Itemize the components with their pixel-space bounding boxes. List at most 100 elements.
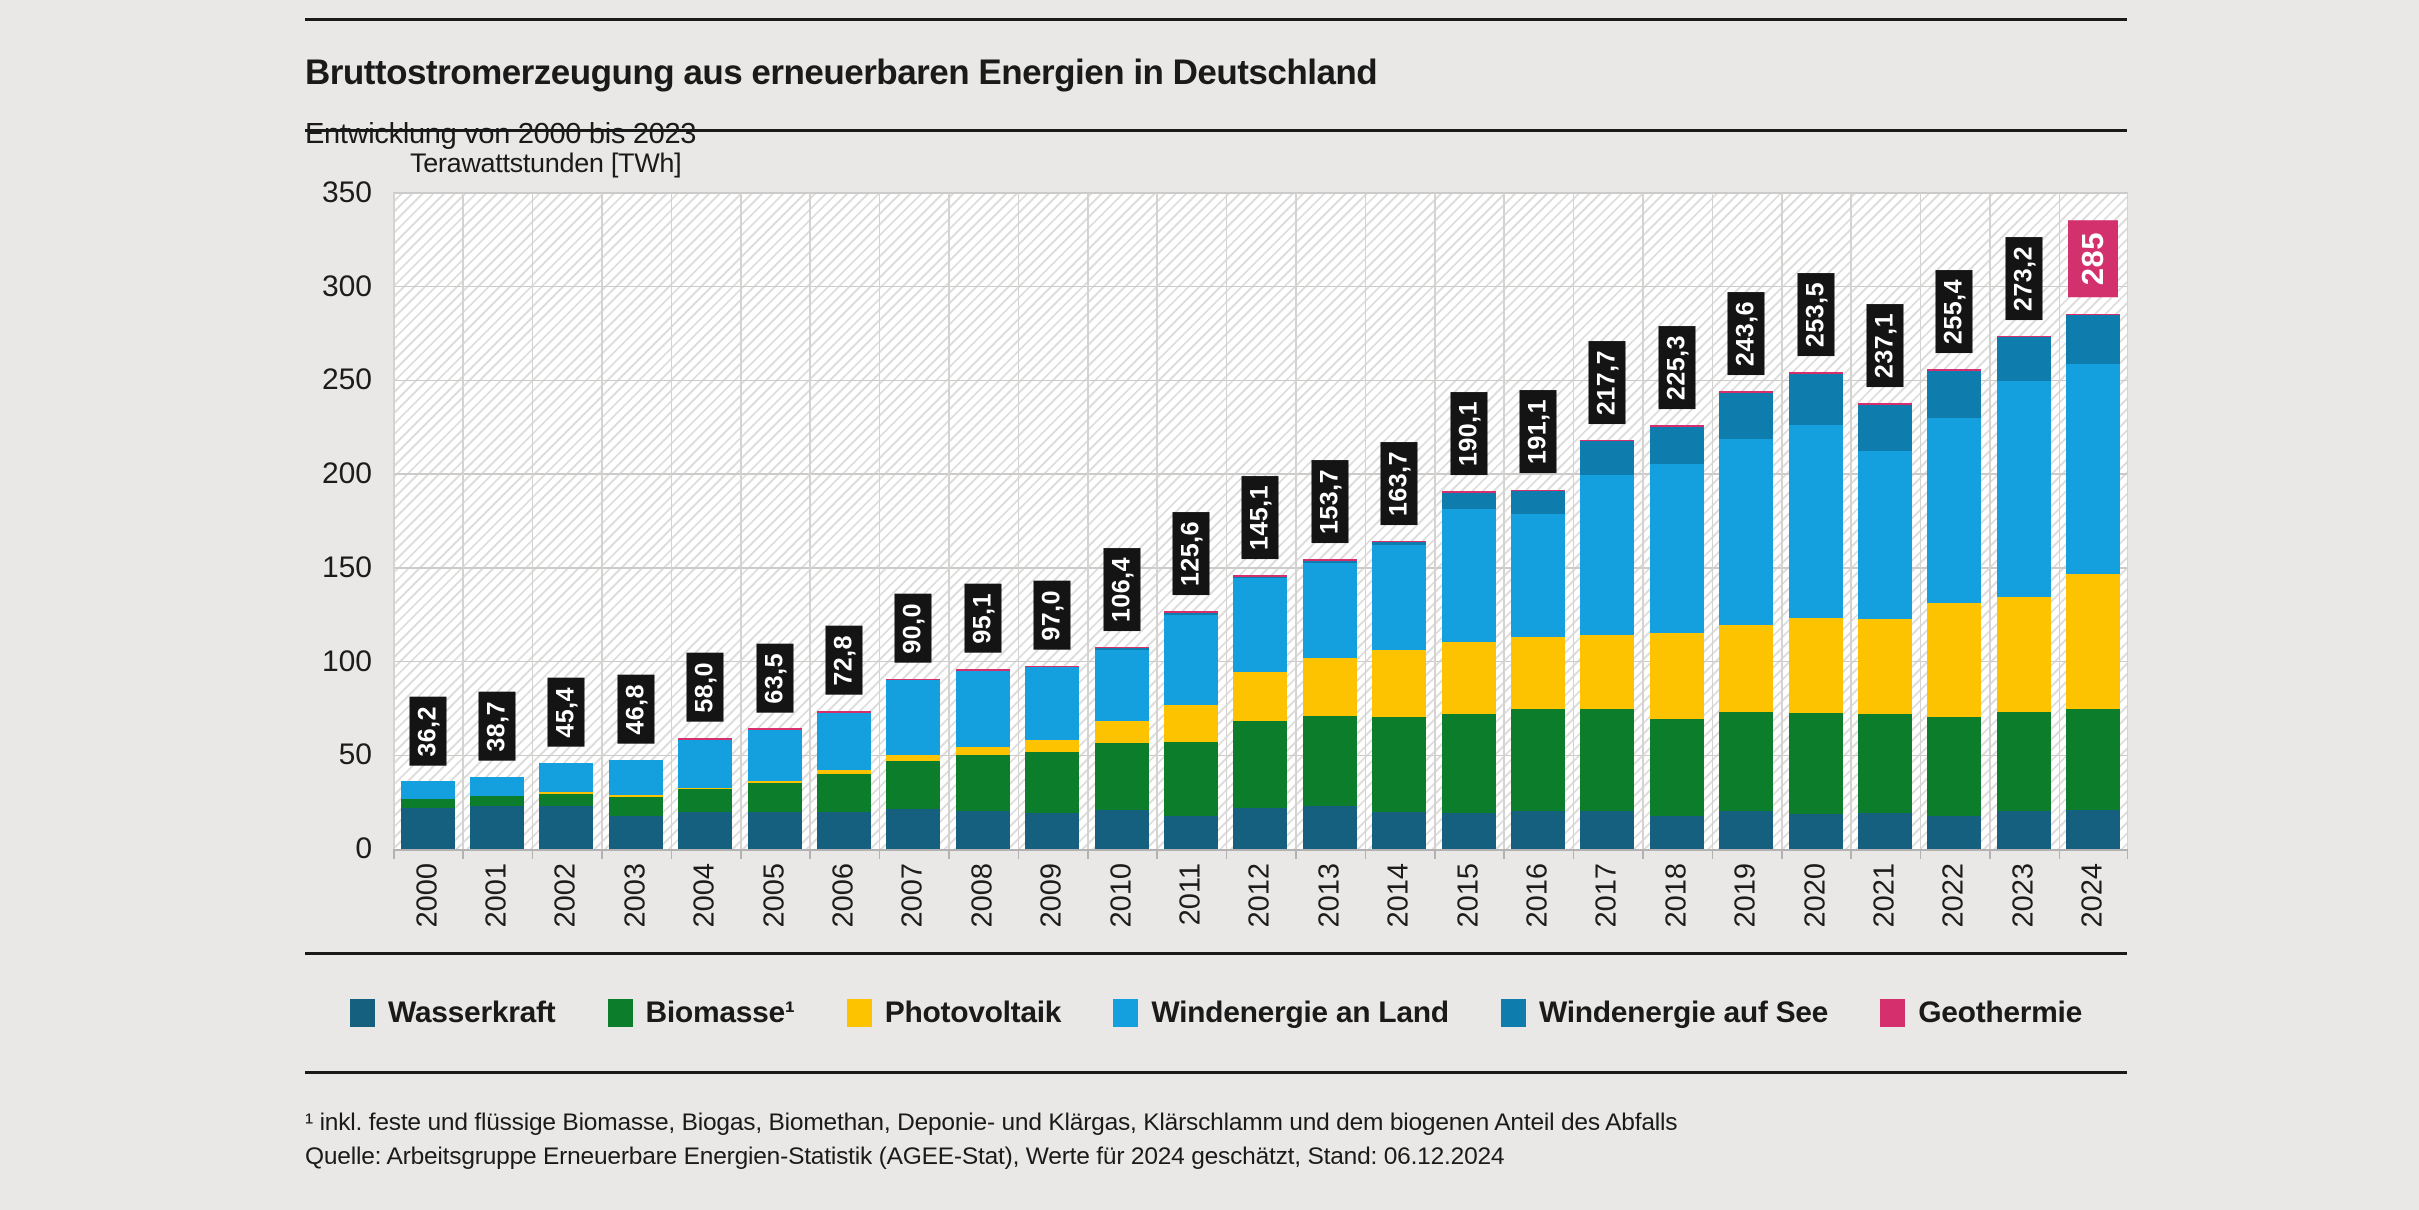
legend-item-label: Wasserkraft xyxy=(388,996,556,1029)
bar-segment-windenergieanland xyxy=(1788,425,1843,619)
y-tick-label: 50 xyxy=(338,738,372,772)
bar-column-2018: 225,3 xyxy=(1642,193,1711,849)
bar-segment-biomasse xyxy=(817,774,872,812)
bar-segment-wasserkraft xyxy=(1858,812,1913,849)
x-year-label: 2013 xyxy=(1313,863,1346,928)
x-year-label: 2009 xyxy=(1035,863,1068,928)
bar-segment-windenergieanland xyxy=(2066,363,2121,574)
bar-segment-windenergieaufsee xyxy=(1996,337,2051,382)
x-axis: 2000 2001 2002 2003 2004 2005 2006 2007 2008 2009… xyxy=(393,849,2128,949)
bar-segment-windenergieanland xyxy=(1302,562,1357,659)
x-year-label: 2010 xyxy=(1105,863,1138,928)
bar-2021 xyxy=(1858,403,1913,849)
bar-segment-windenergieaufsee xyxy=(1164,613,1219,615)
bar-segment-photovoltaik xyxy=(817,770,872,775)
bar-segment-biomasse xyxy=(1511,708,1566,811)
bar-segment-geothermie xyxy=(817,710,872,713)
x-axis-tick xyxy=(601,851,603,859)
bar-column-2001: 38,7 xyxy=(462,193,531,849)
bar-segment-biomasse xyxy=(1719,711,1774,812)
x-year-label: 2008 xyxy=(966,863,999,928)
legend: Wasserkraft Biomasse¹ Photovoltaik Windener… xyxy=(305,978,2127,1048)
bar-value-label: 38,7 xyxy=(478,691,516,761)
x-axis-tick xyxy=(1364,851,1367,859)
bar-segment-windenergieanland xyxy=(608,760,663,796)
x-axis-tick xyxy=(2058,851,2061,859)
bar-2005 xyxy=(747,728,802,849)
bar-2002 xyxy=(539,762,594,849)
bar-segment-photovoltaik xyxy=(1372,649,1427,718)
bar-segment-geothermie xyxy=(1858,403,1913,406)
x-year-label: 2001 xyxy=(480,863,513,928)
bar-segment-windenergieanland xyxy=(886,680,941,755)
bar-segment-biomasse xyxy=(886,760,941,810)
x-label-slot: 2009 xyxy=(1018,849,1087,949)
bar-segment-wasserkraft xyxy=(1788,813,1843,849)
x-label-slot: 2014 xyxy=(1365,849,1434,949)
x-year-label: 2015 xyxy=(1452,863,1485,928)
gridline-vertical xyxy=(1156,193,1158,849)
bar-column-2002: 45,4 xyxy=(532,193,601,849)
x-year-label: 2022 xyxy=(1937,863,1970,928)
bar-segment-photovoltaik xyxy=(1788,618,1843,714)
x-label-slot: 2010 xyxy=(1087,849,1156,949)
bar-segment-windenergieanland xyxy=(678,739,733,788)
x-label-slot: 2005 xyxy=(740,849,809,949)
bar-segment-photovoltaik xyxy=(1441,641,1496,715)
bar-segment-photovoltaik xyxy=(1580,635,1635,709)
bar-segment-windenergieanland xyxy=(1719,439,1774,625)
legend-item-label: Windenergie auf See xyxy=(1538,996,1829,1029)
bar-2007 xyxy=(886,678,941,849)
bar-column-2019: 243,6 xyxy=(1712,193,1781,849)
x-axis-tick xyxy=(1295,851,1297,859)
legend-item-wasserkraft: Wasserkraft xyxy=(350,996,556,1030)
gridline-vertical xyxy=(1572,193,1575,849)
bar-segment-geothermie xyxy=(1649,425,1704,428)
bar-segment-windenergieaufsee xyxy=(1649,427,1704,464)
bar-segment-biomasse xyxy=(1858,714,1913,813)
bar-segment-windenergieaufsee xyxy=(1094,648,1149,650)
bar-segment-photovoltaik xyxy=(1719,624,1774,712)
gridline-vertical xyxy=(1919,193,1922,849)
gridline-vertical xyxy=(601,193,603,849)
gridline-horizontal xyxy=(393,285,2128,288)
bar-segment-windenergieanland xyxy=(400,781,455,800)
bar-column-2004: 58,0 xyxy=(671,193,740,849)
bar-segment-wasserkraft xyxy=(1302,805,1357,849)
bar-2000 xyxy=(400,781,455,849)
bar-segment-geothermie xyxy=(1441,491,1496,494)
bar-segment-photovoltaik xyxy=(886,754,941,761)
bar-column-2014: 163,7 xyxy=(1365,193,1434,849)
x-axis-tick xyxy=(2126,851,2128,859)
bar-segment-windenergieaufsee xyxy=(1927,370,1982,418)
bar-segment-wasserkraft xyxy=(1719,811,1774,849)
gridline-vertical xyxy=(462,193,464,849)
bar-column-2011: 125,6 xyxy=(1156,193,1225,849)
x-axis-tick xyxy=(1919,851,1922,859)
gridline-vertical xyxy=(948,193,950,849)
legend-item-biomasse: Biomasse¹ xyxy=(607,996,795,1030)
legend-swatch xyxy=(1113,999,1139,1027)
bar-value-label: 145,1 xyxy=(1241,475,1279,559)
bar-segment-wasserkraft xyxy=(1233,807,1288,849)
gridline-horizontal xyxy=(393,192,2128,194)
x-label-slot: 2011 xyxy=(1156,849,1225,949)
y-tick-label: 150 xyxy=(321,550,372,584)
bar-segment-windenergieanland xyxy=(1025,667,1080,740)
x-year-label: 2000 xyxy=(411,863,444,928)
bar-segment-windenergieanland xyxy=(1441,508,1496,642)
x-axis-tick xyxy=(670,851,673,859)
bar-segment-photovoltaik xyxy=(955,746,1010,756)
legend-item-label: Biomasse¹ xyxy=(645,996,795,1029)
bar-segment-wasserkraft xyxy=(608,815,663,849)
bar-segment-wasserkraft xyxy=(1441,813,1496,849)
bar-segment-windenergieaufsee xyxy=(1858,405,1913,451)
footnotes: ¹ inkl. feste und flüssige Biomasse, Bio… xyxy=(305,1106,2205,1174)
bar-value-label: 45,4 xyxy=(547,677,585,747)
x-axis-tick xyxy=(1087,851,1089,859)
x-label-slot: 2004 xyxy=(671,849,740,949)
gridline-horizontal xyxy=(393,567,2128,569)
bar-segment-windenergieanland xyxy=(1164,614,1219,706)
footnote-biomass: ¹ inkl. feste und flüssige Biomasse, Bio… xyxy=(305,1109,1678,1136)
bar-segment-photovoltaik xyxy=(1858,618,1913,715)
